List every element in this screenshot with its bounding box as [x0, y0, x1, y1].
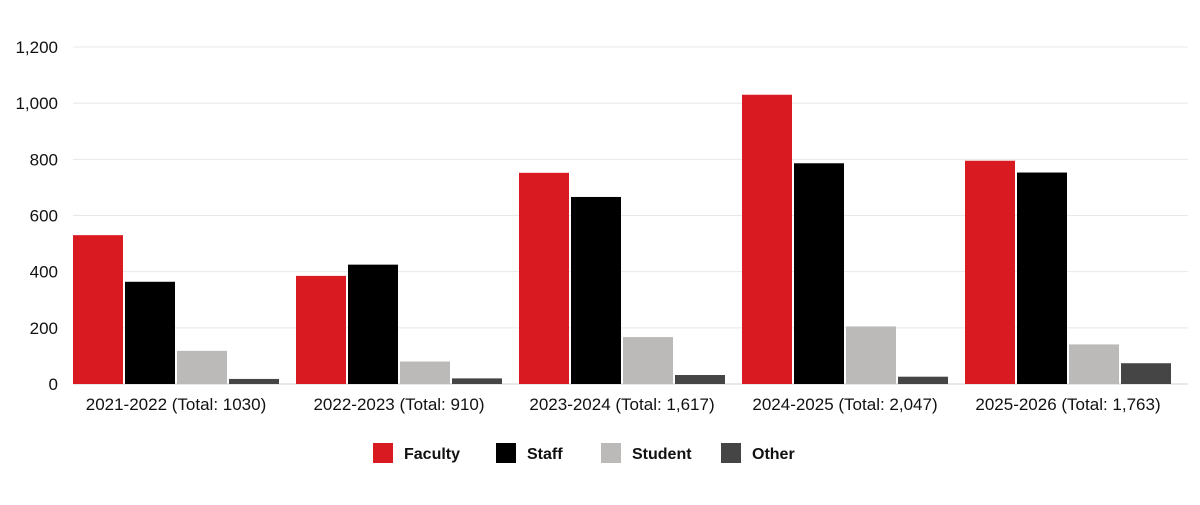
legend-label-other: Other [752, 446, 795, 463]
legend-swatch-other [721, 443, 741, 463]
x-tick-label: 2024-2025 (Total: 2,047) [752, 395, 937, 414]
bar-student [400, 361, 450, 384]
y-tick-label: 1,200 [15, 38, 58, 57]
bar-faculty [965, 160, 1015, 384]
bar-staff [1017, 172, 1067, 384]
legend-label-student: Student [632, 446, 692, 463]
y-tick-label: 800 [30, 150, 58, 169]
bar-staff [125, 281, 175, 384]
bar-faculty [742, 94, 792, 384]
bar-other [452, 378, 502, 384]
x-tick-label: 2022-2023 (Total: 910) [313, 395, 484, 414]
x-tick-label: 2021-2022 (Total: 1030) [86, 395, 267, 414]
bar-faculty [519, 172, 569, 384]
legend-label-staff: Staff [527, 446, 563, 463]
legend-swatch-student [601, 443, 621, 463]
bar-other [675, 375, 725, 384]
legend-label-faculty: Faculty [404, 446, 460, 463]
bar-other [229, 378, 279, 384]
bar-faculty [296, 275, 346, 384]
bar-staff [571, 196, 621, 384]
bar-staff [348, 264, 398, 384]
bar-student [1069, 344, 1119, 384]
bar-student [623, 337, 673, 384]
y-tick-label: 0 [49, 375, 58, 394]
bar-other [1121, 363, 1171, 384]
bar-other [898, 376, 948, 384]
bar-staff [794, 163, 844, 384]
y-tick-label: 200 [30, 319, 58, 338]
bar-student [846, 326, 896, 384]
y-tick-label: 1,000 [15, 94, 58, 113]
bar-faculty [73, 235, 123, 384]
x-tick-label: 2025-2026 (Total: 1,763) [975, 395, 1160, 414]
y-tick-label: 400 [30, 263, 58, 282]
bar-student [177, 350, 227, 384]
legend-swatch-staff [496, 443, 516, 463]
y-tick-label: 600 [30, 207, 58, 226]
legend-swatch-faculty [373, 443, 393, 463]
x-tick-label: 2023-2024 (Total: 1,617) [529, 395, 714, 414]
